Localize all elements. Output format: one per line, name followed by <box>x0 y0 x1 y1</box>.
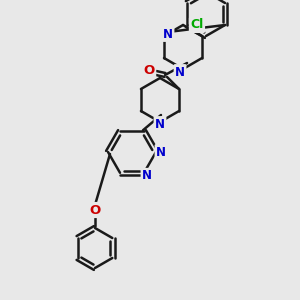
Text: O: O <box>89 203 100 217</box>
Text: O: O <box>143 64 155 77</box>
Text: N: N <box>156 146 166 158</box>
Text: N: N <box>163 28 173 40</box>
Text: Cl: Cl <box>190 19 204 32</box>
Text: N: N <box>155 118 165 130</box>
Text: N: N <box>175 65 185 79</box>
Text: N: N <box>142 169 152 182</box>
